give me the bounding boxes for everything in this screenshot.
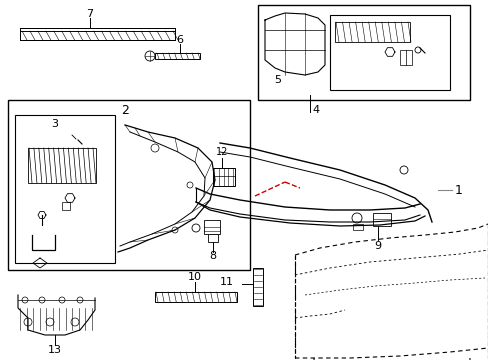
Bar xyxy=(15,115,115,263)
Bar xyxy=(352,224,362,230)
Text: 12: 12 xyxy=(215,147,228,157)
Text: 7: 7 xyxy=(86,9,93,19)
Text: 3: 3 xyxy=(51,119,59,129)
Bar xyxy=(20,28,175,40)
Bar xyxy=(372,213,390,226)
Text: 1: 1 xyxy=(454,184,462,197)
Circle shape xyxy=(39,297,45,303)
Text: 6: 6 xyxy=(176,35,183,45)
Bar xyxy=(252,268,263,306)
Circle shape xyxy=(22,297,28,303)
Bar xyxy=(155,292,237,302)
Bar xyxy=(203,220,220,234)
Text: 2: 2 xyxy=(121,104,129,117)
Bar xyxy=(399,50,411,65)
Text: 4: 4 xyxy=(312,105,319,115)
Text: 11: 11 xyxy=(220,277,234,287)
Bar xyxy=(213,168,235,186)
Circle shape xyxy=(414,47,420,53)
Bar xyxy=(155,53,200,59)
Circle shape xyxy=(399,166,407,174)
Circle shape xyxy=(71,318,79,326)
Text: 10: 10 xyxy=(187,272,202,282)
Bar xyxy=(28,148,96,183)
Circle shape xyxy=(59,297,65,303)
Circle shape xyxy=(46,318,54,326)
Text: 9: 9 xyxy=(374,241,381,251)
Circle shape xyxy=(172,227,178,233)
Bar xyxy=(258,5,469,100)
Circle shape xyxy=(151,144,159,152)
Circle shape xyxy=(24,318,32,326)
Circle shape xyxy=(77,297,83,303)
Text: 13: 13 xyxy=(48,345,62,355)
Bar xyxy=(8,100,249,270)
Text: 8: 8 xyxy=(209,251,216,261)
Text: 5: 5 xyxy=(274,75,281,85)
Circle shape xyxy=(145,51,155,61)
Bar xyxy=(329,15,449,90)
Bar xyxy=(334,22,409,42)
Circle shape xyxy=(351,213,361,223)
Circle shape xyxy=(192,224,200,232)
Circle shape xyxy=(186,182,193,188)
Bar xyxy=(62,202,70,210)
Bar xyxy=(207,234,218,242)
